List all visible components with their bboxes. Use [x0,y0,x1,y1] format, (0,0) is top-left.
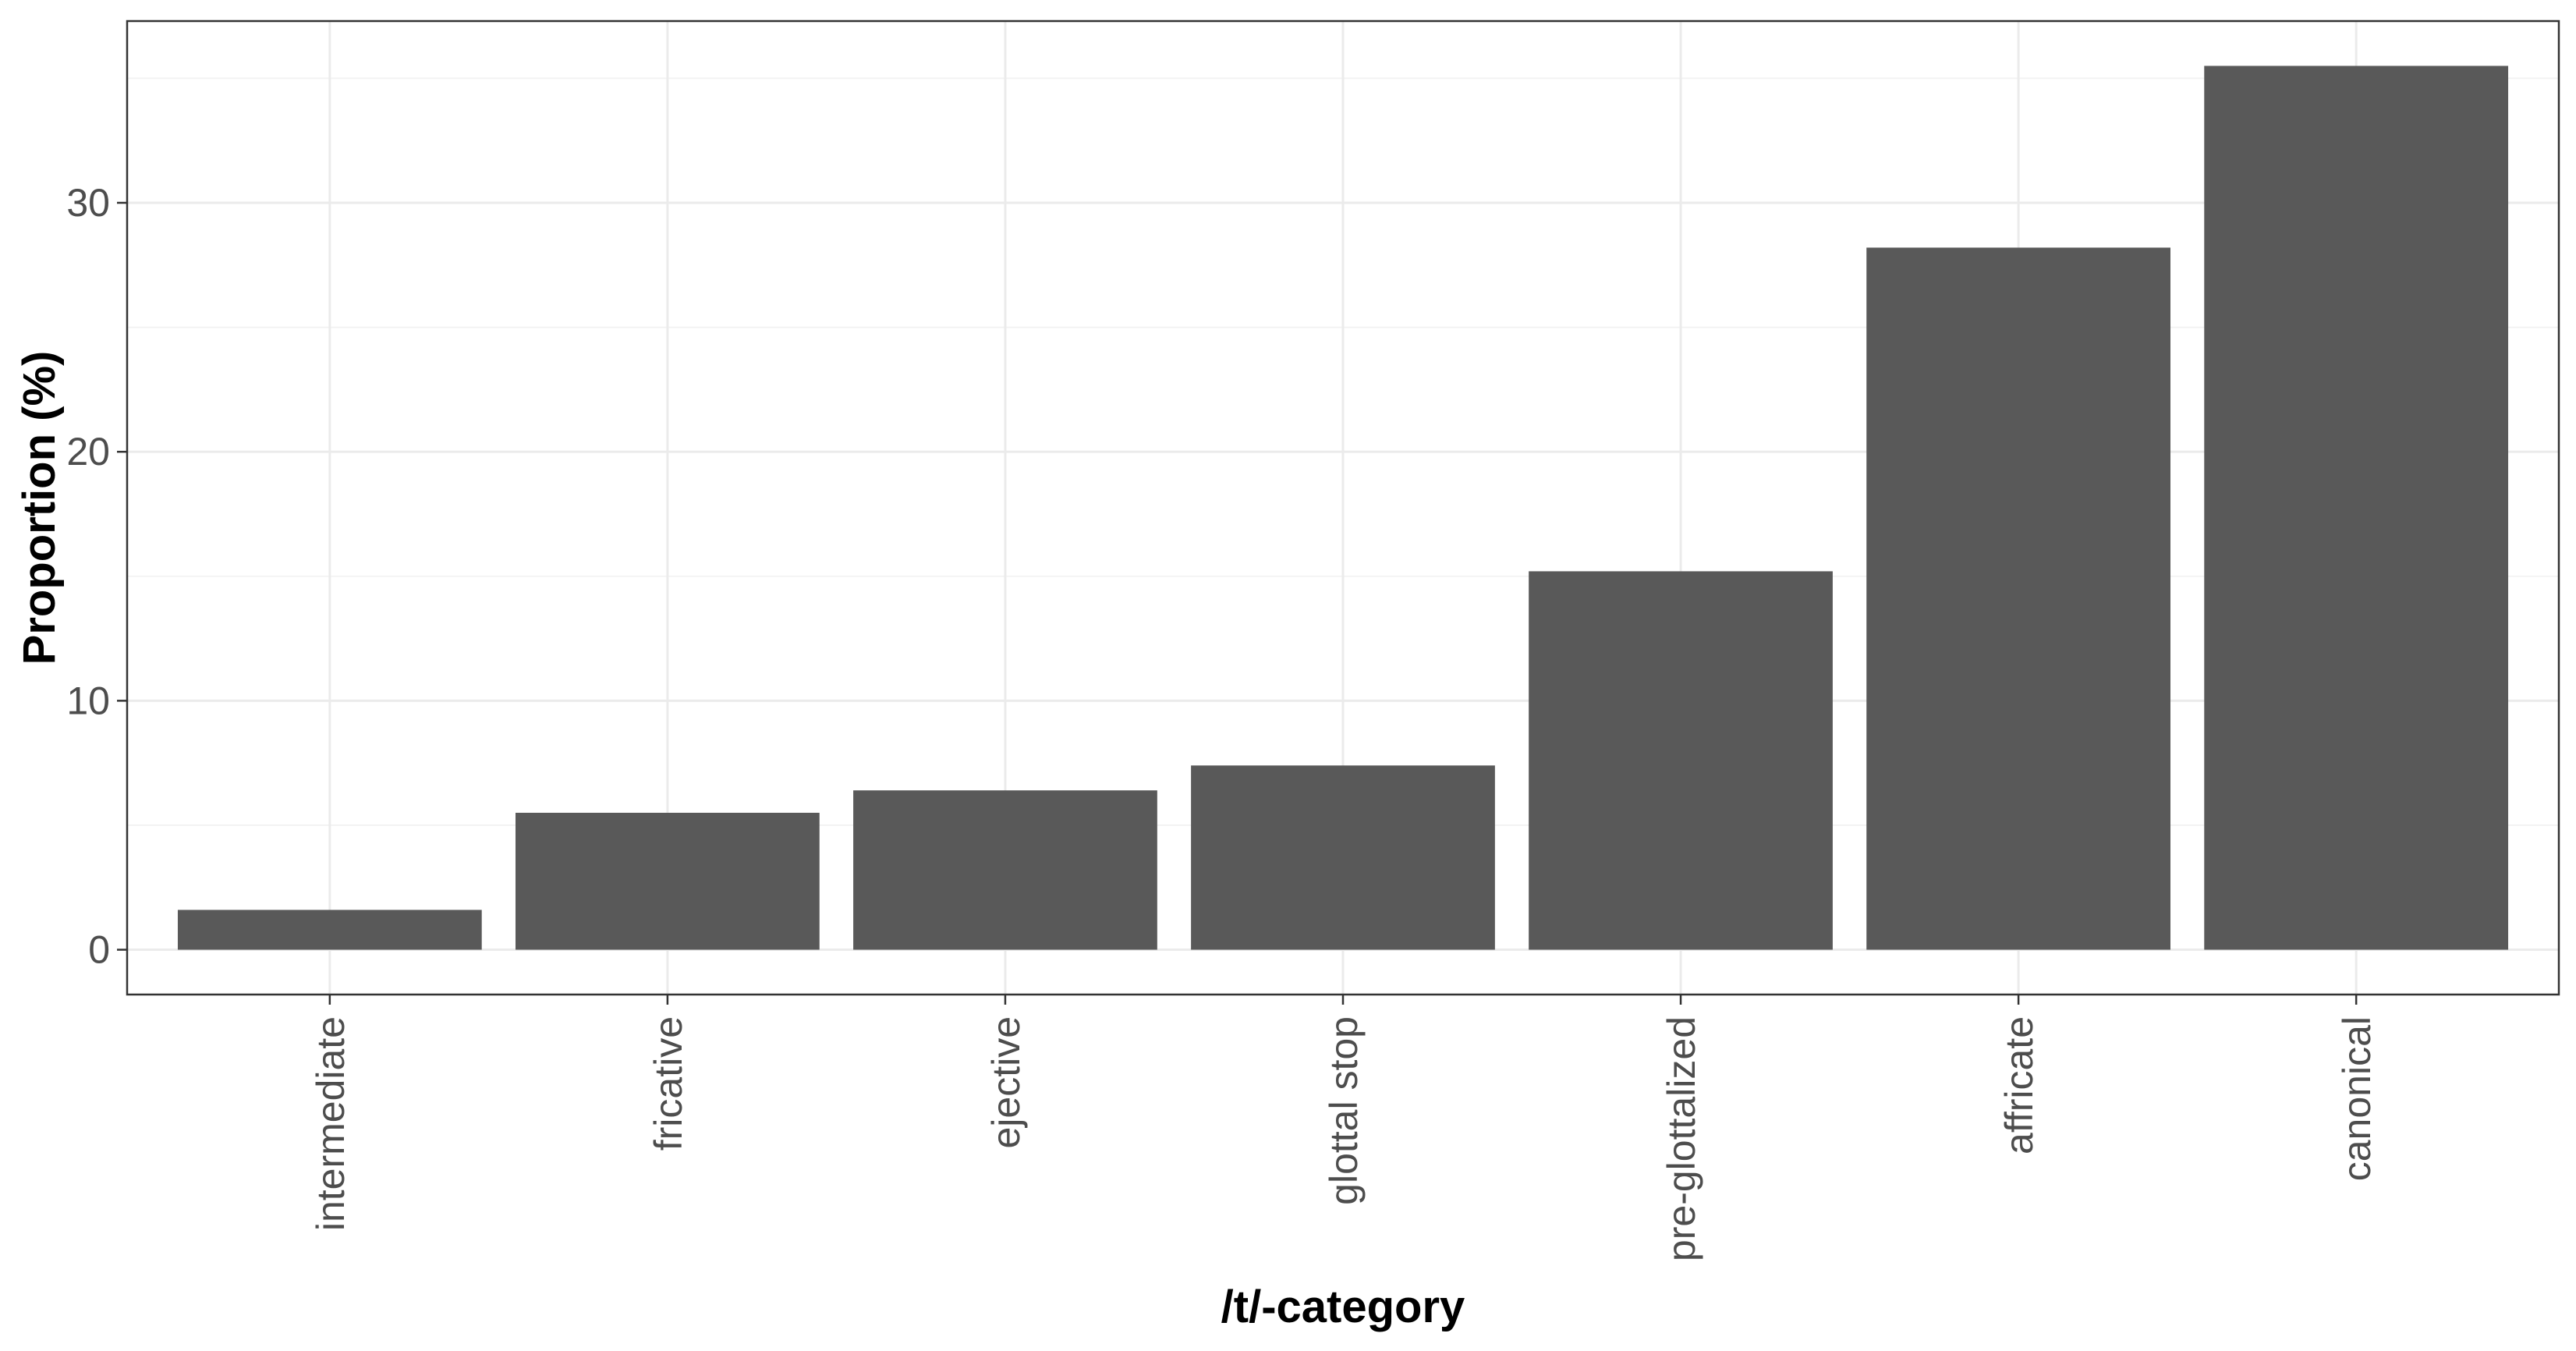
bar-fricative [516,812,820,950]
y-tick-label: 10 [66,679,110,722]
bars [177,66,2509,950]
x-axis: intermediate fricative ejective glottal sto… [309,995,2379,1261]
y-tick-label: 0 [88,928,110,972]
bar-ejective [853,790,1157,950]
y-axis-title: Proportion (%) [14,351,65,665]
x-tick-label: pre-glottalized [1660,1016,1703,1261]
bar-intermediate [177,910,482,950]
bar-glottal-stop [1191,765,1495,950]
x-tick-label: canonical [2335,1016,2379,1181]
bar-canonical [2204,66,2509,950]
y-tick-label: 20 [66,430,110,473]
x-tick-label: glottal stop [1322,1016,1366,1205]
x-tick-label: affricate [1997,1016,2041,1154]
x-tick-label: fricative [647,1016,690,1151]
x-axis-title: /t/-category [1221,1282,1465,1332]
bar-affricate [1866,247,2170,950]
x-tick-label: intermediate [309,1016,353,1231]
x-tick-label: ejective [984,1016,1028,1149]
bar-pre-glottalized [1529,571,1833,950]
y-tick-label: 30 [66,181,110,225]
y-axis: 0 10 20 30 [66,181,127,972]
